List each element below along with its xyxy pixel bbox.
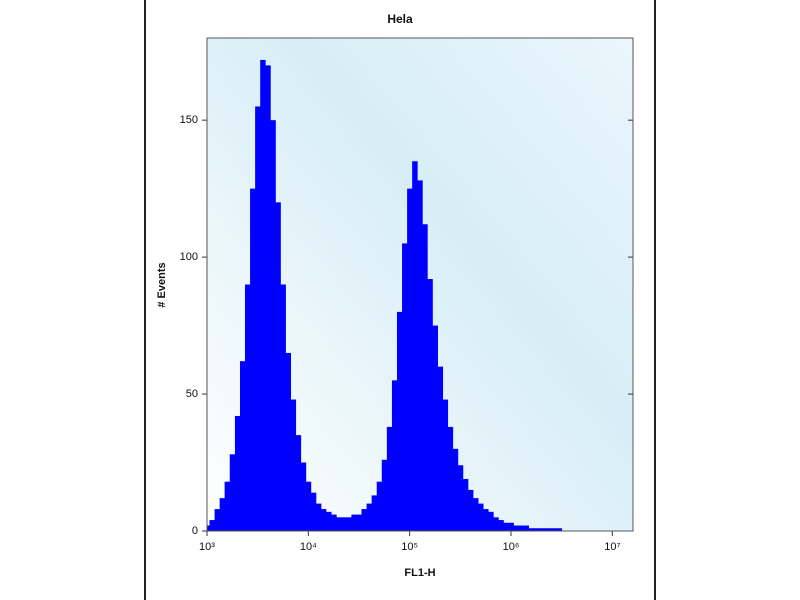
bar bbox=[513, 525, 519, 531]
bar bbox=[493, 517, 499, 531]
x-tick-label: 10⁵ bbox=[401, 541, 418, 553]
bar bbox=[255, 106, 261, 531]
x-tick-label: 10⁴ bbox=[300, 541, 317, 553]
bar bbox=[320, 509, 327, 531]
bar bbox=[402, 243, 408, 531]
bar bbox=[538, 528, 547, 531]
bar bbox=[250, 188, 256, 531]
chart-title: Hela bbox=[387, 12, 413, 26]
bar bbox=[341, 517, 347, 531]
bar bbox=[488, 511, 494, 531]
bar bbox=[422, 224, 428, 531]
bar bbox=[361, 509, 367, 531]
bar bbox=[498, 520, 504, 531]
bar bbox=[244, 284, 251, 531]
bar bbox=[417, 180, 423, 531]
bar bbox=[229, 454, 236, 531]
bar bbox=[452, 448, 459, 531]
bar bbox=[412, 161, 418, 531]
bar bbox=[325, 511, 332, 531]
y-tick-label: 100 bbox=[180, 251, 198, 263]
bar bbox=[331, 514, 337, 531]
bar bbox=[407, 188, 413, 531]
bar bbox=[260, 59, 266, 532]
bar bbox=[381, 459, 388, 531]
bar bbox=[280, 284, 286, 531]
bar bbox=[270, 120, 276, 532]
bar bbox=[478, 503, 484, 531]
bar bbox=[239, 361, 246, 531]
bar bbox=[427, 279, 433, 531]
bar bbox=[356, 514, 362, 531]
bar bbox=[275, 202, 281, 532]
x-tick-label: 10³ bbox=[199, 541, 215, 553]
bar bbox=[219, 498, 226, 531]
bar bbox=[265, 65, 271, 531]
y-tick-label: 0 bbox=[192, 525, 198, 537]
bar bbox=[396, 311, 403, 531]
bar bbox=[305, 481, 312, 531]
bar bbox=[285, 352, 291, 531]
bar bbox=[518, 525, 525, 531]
bar bbox=[432, 325, 438, 531]
bar bbox=[310, 492, 317, 531]
bar bbox=[315, 503, 322, 531]
bar bbox=[336, 517, 342, 531]
bar bbox=[376, 481, 383, 531]
bar bbox=[437, 366, 444, 531]
bar bbox=[371, 495, 378, 531]
bar bbox=[391, 380, 398, 531]
y-axis-label: # Events bbox=[156, 262, 168, 307]
bar bbox=[508, 522, 514, 531]
bar bbox=[386, 426, 393, 531]
bar bbox=[523, 525, 530, 531]
bar bbox=[366, 503, 373, 531]
bar bbox=[351, 514, 357, 531]
plot-border bbox=[206, 37, 634, 532]
y-tick-label: 50 bbox=[186, 388, 198, 400]
bar bbox=[503, 522, 509, 531]
x-axis-label: FL1-H bbox=[404, 567, 435, 579]
bar bbox=[290, 399, 297, 531]
bar bbox=[295, 435, 302, 531]
bar bbox=[300, 462, 307, 531]
x-tick-label: 10⁷ bbox=[604, 541, 620, 553]
bar bbox=[447, 426, 454, 531]
bar bbox=[462, 478, 469, 531]
bar bbox=[472, 498, 479, 531]
bar bbox=[346, 517, 352, 531]
bar bbox=[533, 528, 540, 531]
bar bbox=[234, 415, 241, 531]
bar bbox=[442, 399, 449, 531]
bar bbox=[224, 481, 231, 531]
bar bbox=[483, 509, 489, 531]
x-tick-label: 10⁶ bbox=[503, 541, 520, 553]
bar bbox=[528, 528, 535, 531]
y-tick-label: 150 bbox=[180, 114, 198, 126]
bar bbox=[467, 489, 474, 531]
bar bbox=[457, 465, 464, 531]
bar bbox=[207, 525, 210, 531]
bar bbox=[214, 509, 221, 531]
bar bbox=[209, 520, 215, 531]
bar bbox=[546, 528, 563, 531]
